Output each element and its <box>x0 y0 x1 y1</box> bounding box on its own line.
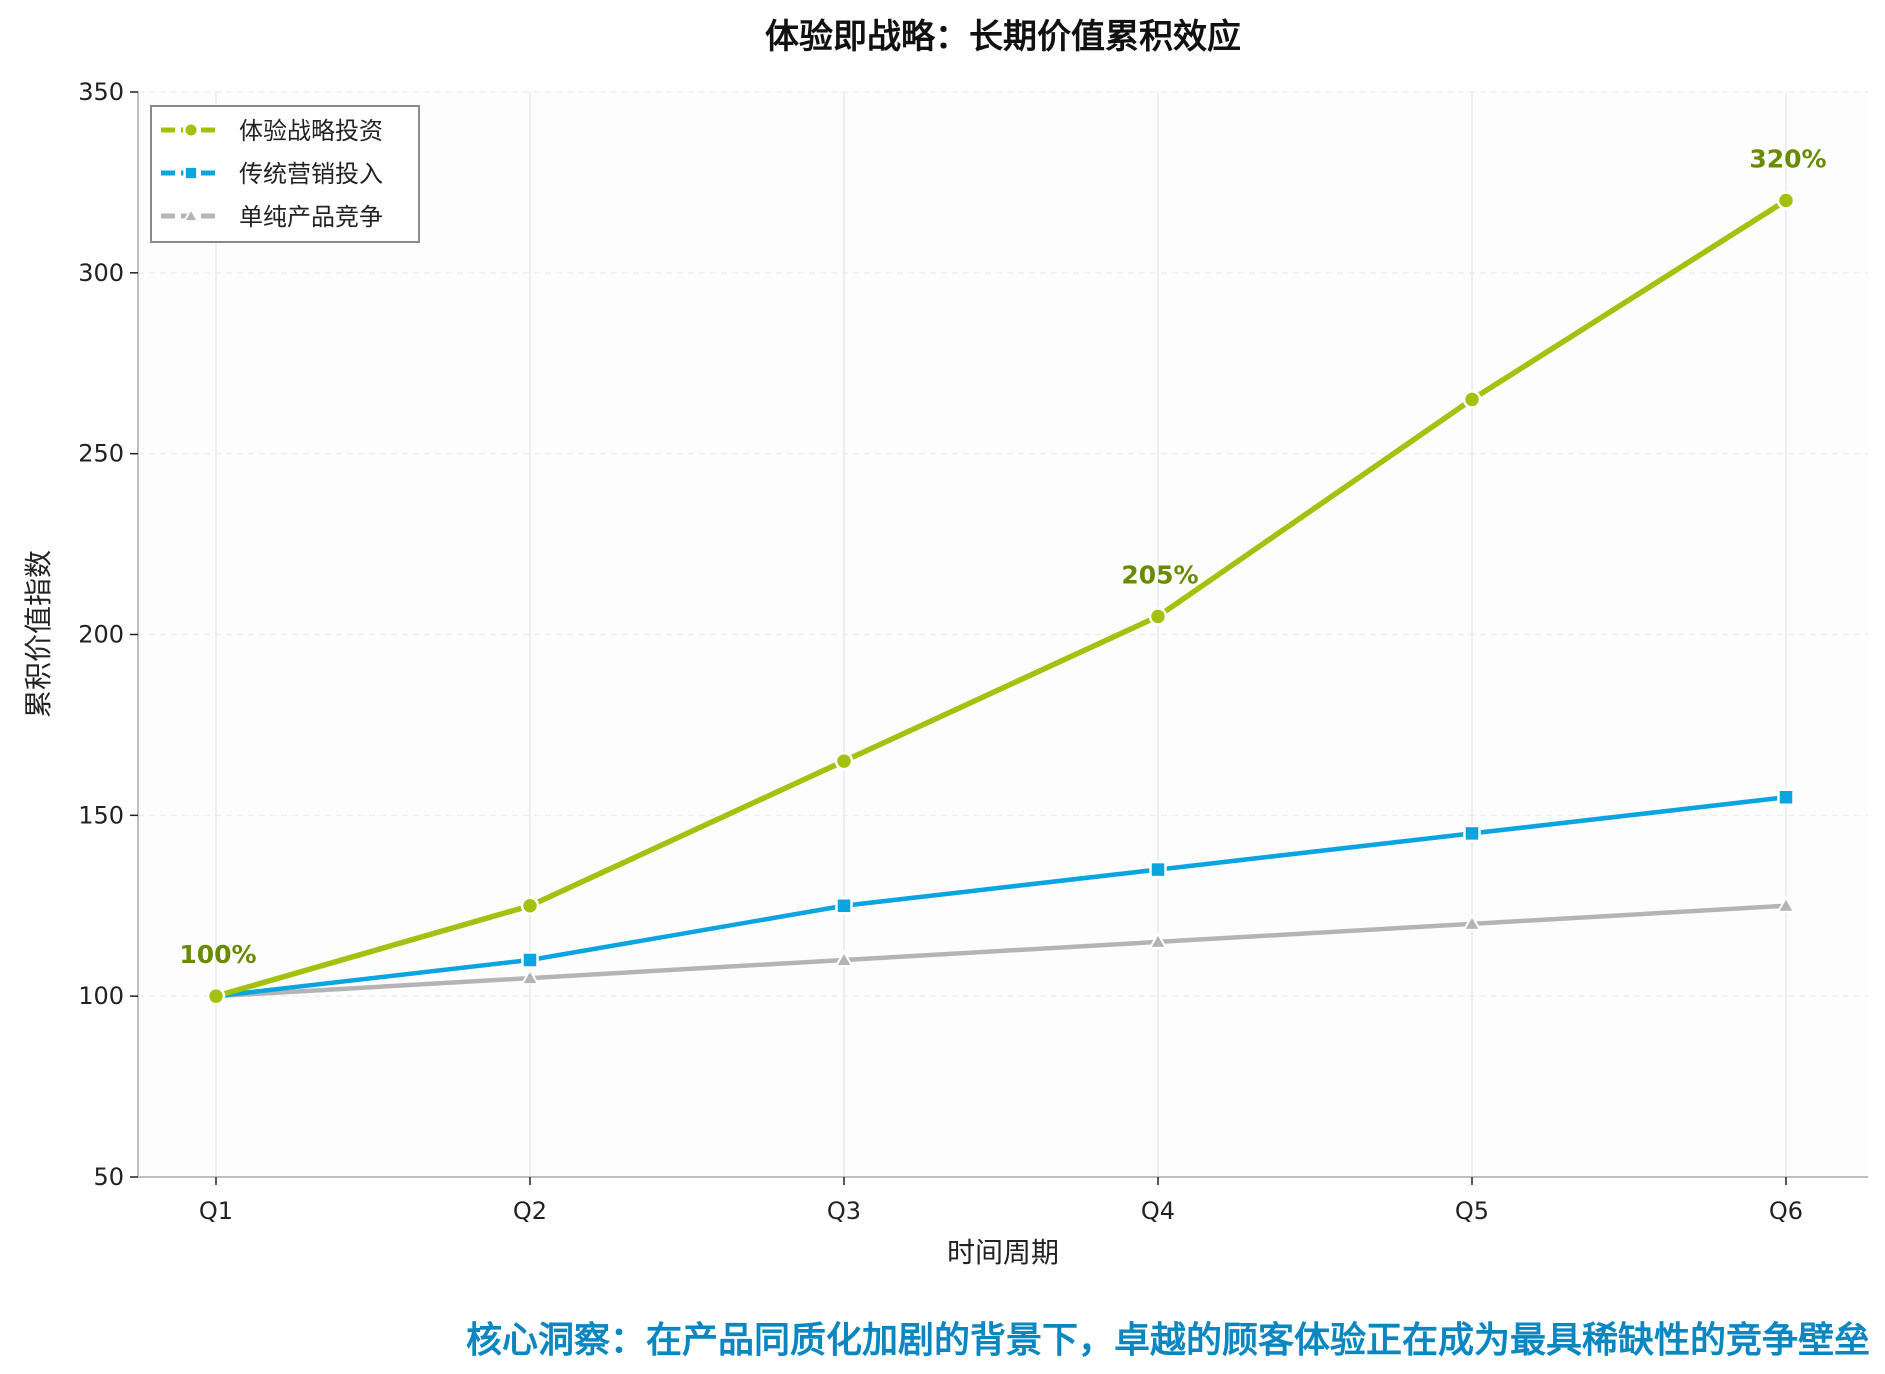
series-circle <box>206 191 1796 1006</box>
y-tick-label: 100 <box>78 982 124 1010</box>
data-point <box>1776 895 1796 913</box>
data-point <box>1462 390 1482 409</box>
data-label: 205% <box>1121 560 1198 589</box>
x-tick-label: Q1 <box>199 1197 233 1225</box>
legend-item: 传统营销投入 <box>161 160 383 188</box>
legend-label: 体验战略投资 <box>239 117 383 145</box>
series-line <box>215 795 1787 999</box>
legend-marker <box>183 165 199 181</box>
data-point <box>1148 931 1168 949</box>
data-point <box>835 897 853 915</box>
data-point <box>206 986 226 1006</box>
plot-background <box>138 92 1868 1177</box>
legend-label: 单纯产品竞争 <box>239 203 383 231</box>
legend-item: 体验战略投资 <box>161 117 383 145</box>
data-point <box>834 949 854 967</box>
data-point <box>1777 788 1795 806</box>
data-label: 100% <box>179 940 256 969</box>
x-axis-label: 时间周期 <box>947 1236 1059 1269</box>
x-tick-label: Q6 <box>1769 1197 1803 1225</box>
y-tick-label: 200 <box>78 621 124 649</box>
series-group <box>206 191 1796 1006</box>
y-tick-label: 300 <box>78 259 124 287</box>
x-ticks: Q1 Q2 Q3 Q4 Q5 Q6 <box>199 1177 1803 1225</box>
x-tick-label: Q5 <box>1455 1197 1489 1225</box>
series-line <box>215 198 1788 999</box>
x-tick-label: Q2 <box>513 1197 547 1225</box>
legend-label: 传统营销投入 <box>239 160 383 188</box>
data-label: 320% <box>1749 145 1826 174</box>
data-point <box>834 751 854 771</box>
y-tick-label: 250 <box>78 440 124 468</box>
data-point <box>521 951 539 969</box>
data-point <box>1148 607 1168 626</box>
series-triangle <box>206 895 1796 1004</box>
legend-item: 单纯产品竞争 <box>161 203 383 231</box>
annotations: 100% 205% 320% <box>179 145 1826 970</box>
data-point <box>1463 824 1481 843</box>
chart-title: 体验即战略：长期价值累积效应 <box>765 17 1241 57</box>
data-point <box>1462 913 1482 931</box>
y-ticks: 50 100 150 200 250 300 350 <box>78 78 138 1191</box>
data-point <box>1149 860 1167 879</box>
footer-insight: 核心洞察：在产品同质化加剧的背景下，卓越的顾客体验正在成为最具稀缺性的竞争壁垒 <box>466 1320 1870 1361</box>
data-point <box>1776 191 1796 210</box>
legend-marker <box>182 207 200 223</box>
x-tick-label: Q4 <box>1141 1197 1175 1225</box>
y-tick-label: 150 <box>78 801 124 829</box>
y-tick-label: 350 <box>78 78 124 106</box>
data-point <box>520 968 540 986</box>
x-tick-label: Q3 <box>827 1197 861 1225</box>
series-line <box>215 903 1787 999</box>
y-tick-label: 50 <box>93 1163 124 1191</box>
data-point <box>520 896 540 915</box>
y-axis-label: 累积价值指数 <box>22 550 55 718</box>
legend-marker <box>182 121 200 139</box>
